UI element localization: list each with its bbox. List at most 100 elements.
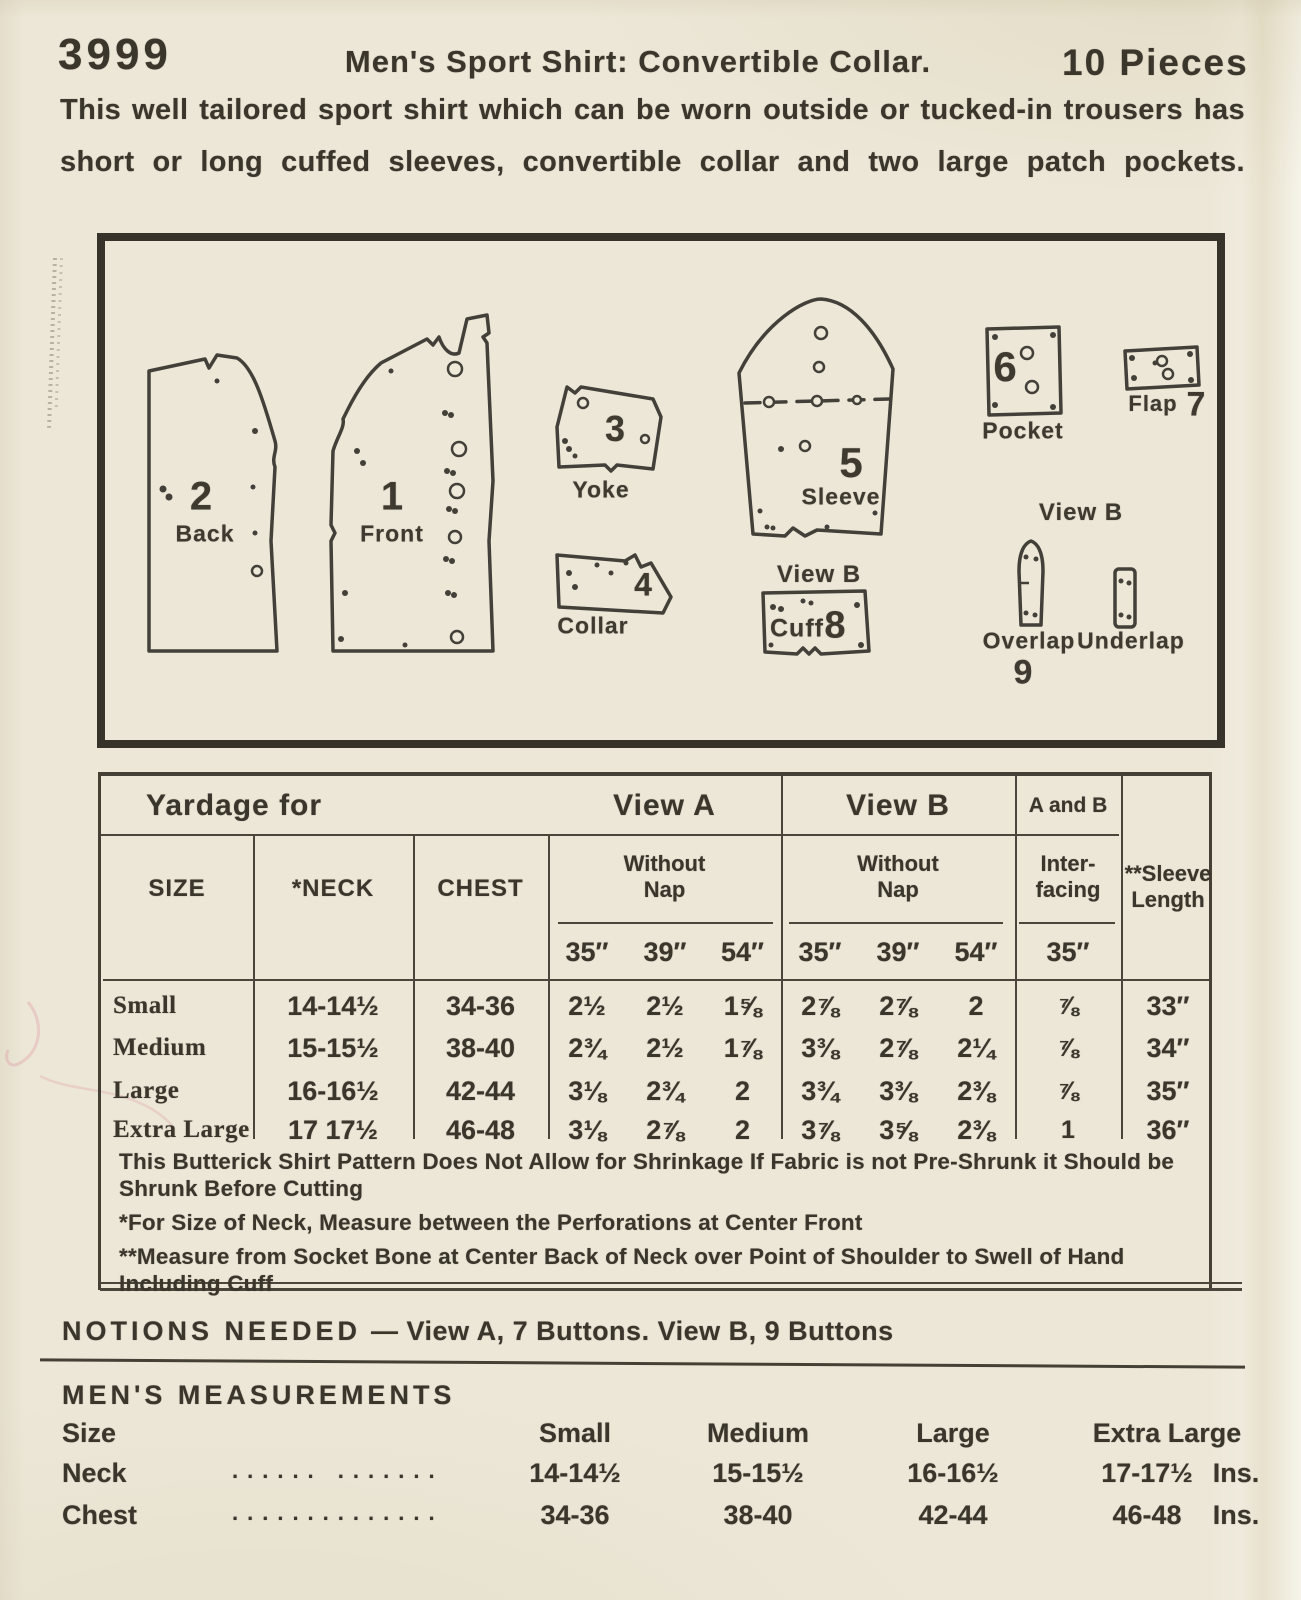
- yardage-value: 2: [734, 1114, 751, 1145]
- yardage-value: 2⅞: [879, 990, 917, 1021]
- sleeve-piece-number: 5: [839, 439, 863, 486]
- yardage-value: 3⅛: [568, 1075, 606, 1106]
- flap-piece-label: Flap: [1128, 391, 1178, 416]
- flap-piece-number: 7: [1186, 385, 1206, 424]
- yardage-value: 2⅜: [957, 1075, 995, 1106]
- back-piece-label: Back: [175, 520, 235, 547]
- chest-small: 34-36: [540, 1500, 610, 1530]
- dot-leaders: ..............: [232, 1500, 444, 1525]
- view-b-width-35: 35″: [798, 936, 842, 967]
- chest-unit: Ins.: [1212, 1500, 1260, 1530]
- sleeve-length-line2: Length: [1131, 887, 1205, 912]
- collar-piece-number: 4: [634, 566, 652, 603]
- notions-text: — View A, 7 Buttons. View B, 9 Buttons: [371, 1316, 894, 1346]
- interfacing-line1: Inter-: [1040, 851, 1096, 876]
- neck-value: 17 17½: [287, 1114, 379, 1145]
- measurements-header-row: Size Small Medium Large Extra Large: [0, 1418, 1301, 1454]
- neck-value: 14-14½: [287, 990, 379, 1021]
- view-b-width-54: 54″: [954, 936, 998, 967]
- sleeve-length-value: 36″: [1146, 1114, 1190, 1145]
- yardage-value: 2½: [646, 1032, 684, 1063]
- chest-row-label: Chest: [62, 1500, 138, 1530]
- description-line-1: This well tailored sport shirt which can…: [60, 94, 1245, 126]
- without-nap-line1: Without: [857, 851, 939, 876]
- page-title: Men's Sport Shirt: Convertible Collar.: [344, 44, 932, 79]
- without-nap-line2: Nap: [877, 877, 919, 902]
- interfacing-value: ⅞: [1057, 1033, 1079, 1062]
- chest-value: 46-48: [445, 1114, 516, 1145]
- neck-value: 15-15½: [287, 1032, 379, 1063]
- chest-medium: 38-40: [723, 1500, 793, 1530]
- yardage-value: 2⅜: [957, 1114, 995, 1145]
- interfacing-value: ⅞: [1057, 991, 1079, 1020]
- sleeve-length-value: 34″: [1146, 1032, 1190, 1063]
- col-large: Large: [916, 1418, 990, 1448]
- yoke-piece-label: Yoke: [572, 476, 630, 503]
- yardage-value: 3⅛: [568, 1114, 606, 1145]
- view-b-label-cuff: View B: [776, 561, 862, 588]
- yardage-value: 2¾: [646, 1075, 684, 1106]
- yardage-value: 2⅞: [801, 990, 839, 1021]
- yardage-value: 3⅝: [879, 1114, 917, 1145]
- view-a-header: View A: [613, 789, 716, 822]
- chest-extra-large: 46-48: [1112, 1500, 1182, 1530]
- table-footnotes: This Butterick Shirt Pattern Does Not Al…: [119, 1148, 1191, 1304]
- yardage-title: Yardage for: [146, 789, 323, 822]
- size-row-label: Medium: [113, 1034, 207, 1061]
- pieces-count: 10 Pieces: [1062, 42, 1249, 83]
- back-piece-number: 2: [189, 474, 213, 519]
- notions-heading: NOTIONS NEEDED: [62, 1316, 362, 1346]
- yardage-value: 1⅝: [723, 990, 762, 1021]
- interfacing-value: 1: [1061, 1115, 1075, 1144]
- view-a-width-35: 35″: [565, 936, 609, 967]
- size-row-label: Extra Large: [113, 1116, 250, 1143]
- sleeve-length-value: 33″: [1146, 990, 1190, 1021]
- collar-piece-label: Collar: [557, 612, 629, 639]
- yardage-value: 3¾: [801, 1075, 839, 1106]
- neck-column-header: *NECK: [291, 875, 375, 902]
- size-row-label: Small: [113, 992, 177, 1019]
- chest-measurement-row: Chest .............. 34-36 38-40 42-44 4…: [0, 1500, 1301, 1536]
- yardage-value: 2¼: [957, 1032, 995, 1063]
- chest-value: 38-40: [445, 1032, 516, 1063]
- front-piece-number: 1: [380, 474, 404, 519]
- view-b-label-right: View B: [1038, 499, 1124, 526]
- footnote-shrinkage: This Butterick Shirt Pattern Does Not Al…: [119, 1149, 1175, 1201]
- sleeve-length-value: 35″: [1146, 1075, 1190, 1106]
- sleeve-length-line1: **Sleeve: [1124, 861, 1212, 886]
- interfacing-header: Inter- facing: [1015, 842, 1121, 912]
- yardage-value: 2⅞: [646, 1114, 684, 1145]
- neck-unit: Ins.: [1212, 1458, 1260, 1488]
- yardage-value: 2¾: [568, 1032, 606, 1063]
- yardage-value: 2½: [646, 990, 684, 1021]
- section-divider-rule: [40, 1358, 1245, 1369]
- yardage-value: 2: [734, 1075, 751, 1106]
- overlap-piece-number: 9: [1013, 653, 1033, 692]
- view-a-width-39: 39″: [643, 936, 687, 967]
- cuff-piece-number: 8: [824, 604, 846, 647]
- neck-value: 16-16½: [287, 1075, 379, 1106]
- pocket-piece-number: 6: [993, 343, 1017, 390]
- description-line-2: short or long cuffed sleeves, convertibl…: [60, 146, 1245, 178]
- footnote-sleeve: **Measure from Socket Bone at Center Bac…: [119, 1244, 1125, 1296]
- yardage-value: 3⅞: [801, 1114, 839, 1145]
- neck-small: 14-14½: [529, 1458, 621, 1488]
- pattern-number: 3999: [58, 30, 172, 79]
- yardage-table: Yardage for View A View B A and B SIZE *…: [98, 772, 1242, 1296]
- yardage-value: 3⅜: [801, 1032, 839, 1063]
- mens-measurements-heading: MEN'S MEASUREMENTS: [62, 1380, 456, 1410]
- view-b-width-39: 39″: [876, 936, 920, 967]
- col-small: Small: [538, 1418, 612, 1448]
- yardage-value: 2½: [568, 990, 606, 1021]
- neck-extra-large: 17-17½: [1101, 1458, 1193, 1488]
- col-medium: Medium: [706, 1418, 810, 1448]
- chest-value: 34-36: [445, 990, 516, 1021]
- size-column-header: SIZE: [148, 875, 206, 902]
- col-extra-large: Extra Large: [1092, 1418, 1242, 1448]
- chest-large: 42-44: [918, 1500, 988, 1530]
- yardage-value: 3⅜: [879, 1075, 917, 1106]
- size-row-label: Large: [113, 1077, 180, 1104]
- interfacing-width-35: 35″: [1046, 936, 1090, 967]
- dot-leaders: ...... .......: [232, 1458, 444, 1483]
- sleeve-piece-label: Sleeve: [801, 483, 881, 510]
